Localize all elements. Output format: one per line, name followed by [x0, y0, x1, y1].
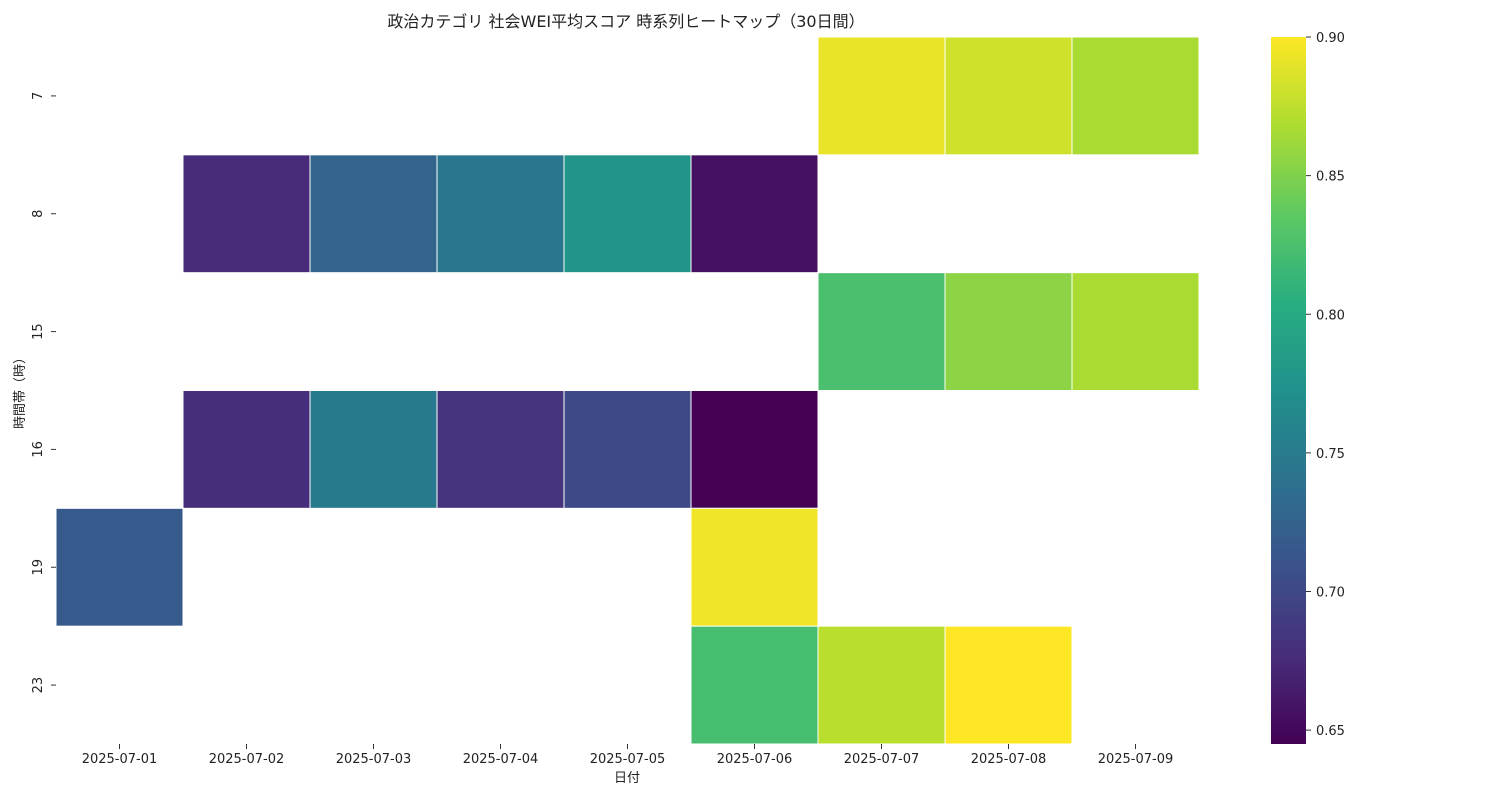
heatmap-cell	[309, 390, 438, 509]
heatmap-cell	[436, 154, 565, 274]
x-tick-label: 2025-07-09	[1098, 752, 1174, 767]
heatmap-cell	[944, 272, 1073, 391]
colorbar-tick-label: 0.65	[1316, 724, 1345, 739]
x-tick-label: 2025-07-03	[336, 752, 412, 767]
x-tick-label: 2025-07-07	[844, 752, 920, 767]
x-axis-ticks: 2025-07-01 2025-07-02 2025-07-03 2025-07-04…	[82, 744, 1174, 767]
heatmap-cell	[817, 272, 946, 391]
x-tick-label: 2025-07-06	[717, 752, 793, 767]
colorbar-tick-label: 0.75	[1316, 447, 1345, 462]
heatmap-cell	[690, 390, 819, 509]
x-tick-label: 2025-07-02	[209, 752, 285, 767]
x-tick-label: 2025-07-05	[590, 752, 666, 767]
colorbar-tick-label: 0.85	[1316, 170, 1345, 185]
x-tick-label: 2025-07-08	[971, 752, 1047, 767]
heatmap-cell	[1071, 36, 1200, 156]
y-tick-label: 15	[31, 323, 46, 340]
x-axis-label: 日付	[614, 771, 640, 786]
y-tick-label: 19	[31, 559, 46, 576]
heatmap-cell	[182, 390, 311, 509]
y-tick-label: 23	[31, 677, 46, 694]
heatmap-cell	[436, 390, 565, 509]
heatmap-cell	[563, 154, 692, 274]
chart-title: 政治カテゴリ 社会WEI平均スコア 時系列ヒートマップ（30日間）	[387, 12, 864, 31]
heatmap-cell	[817, 36, 946, 156]
colorbar	[1271, 37, 1306, 744]
heatmap-cell	[55, 507, 184, 627]
colorbar-tick-label: 0.70	[1316, 586, 1345, 601]
heatmap-cell	[690, 507, 819, 627]
y-tick-label: 16	[31, 441, 46, 458]
heatmap-cell	[690, 154, 819, 274]
heatmap-cell	[182, 154, 311, 274]
heatmap-cell	[944, 625, 1073, 745]
y-tick-label: 8	[31, 210, 46, 218]
y-axis-label: 時間帯（時）	[13, 351, 28, 429]
colorbar-tick-label: 0.90	[1316, 31, 1345, 46]
heatmap-cell	[690, 625, 819, 745]
y-tick-label: 7	[31, 92, 46, 100]
x-tick-label: 2025-07-01	[82, 752, 158, 767]
y-axis-ticks: 7 8 15 16 19 23	[31, 92, 56, 694]
heatmap-cell	[309, 154, 438, 274]
x-tick-label: 2025-07-04	[463, 752, 539, 767]
colorbar-tick-label: 0.80	[1316, 308, 1345, 323]
heatmap-cell	[817, 625, 946, 745]
colorbar-ticks: 0.65 0.70 0.75 0.80 0.85 0.90	[1306, 31, 1345, 739]
heatmap-cell	[563, 390, 692, 509]
heatmap-cell	[1071, 272, 1200, 391]
heatmap-cell	[944, 36, 1073, 156]
heatmap-cells	[55, 36, 1200, 745]
